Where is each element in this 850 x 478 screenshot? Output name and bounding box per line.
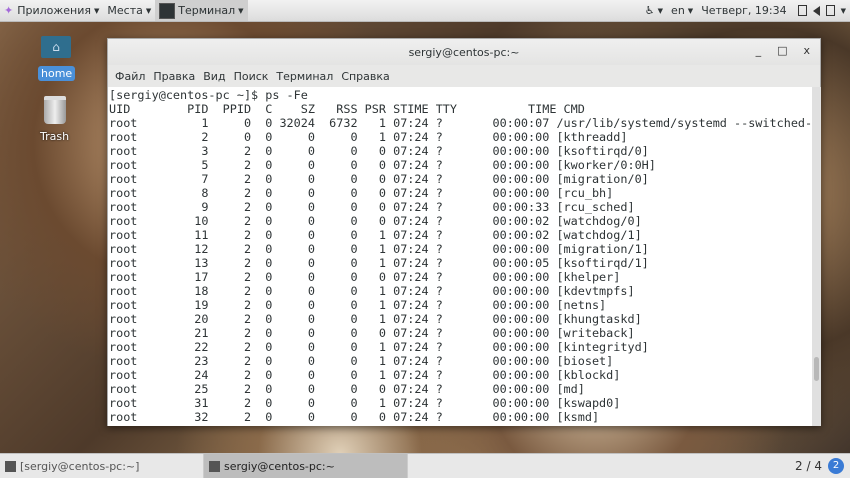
process-row: root 3 2 0 0 0 0 07:24 ? 00:00:00 [ksoft… [109,144,649,158]
volume-icon [812,5,820,16]
trash-label[interactable]: Trash [40,130,70,143]
accessibility-icon: ♿ [644,4,655,17]
process-row: root 32 2 0 0 0 0 07:24 ? 00:00:00 [ksmd… [109,410,600,424]
process-row: root 24 2 0 0 0 1 07:24 ? 00:00:00 [kblo… [109,368,621,382]
terminal-icon [159,2,176,19]
screen-icon [797,5,807,16]
places-menu[interactable]: Места ▼ [107,4,152,17]
top-panel: ✦ Приложения ▼ Места ▼ Терминал ▼ ♿ ▼ en ▼ Чет… [0,0,850,22]
maximize-button[interactable]: □ [777,44,788,57]
process-row: root 19 2 0 0 0 1 07:24 ? 00:00:00 [netn… [109,298,607,312]
chevron-down-icon: ▼ [94,6,100,15]
process-row: root 12 2 0 0 0 1 07:24 ? 00:00:00 [migr… [109,242,649,256]
process-row: root 25 2 0 0 0 0 07:24 ? 00:00:00 [md] [109,382,585,396]
chevron-down-icon: ▼ [145,6,152,15]
chevron-down-icon: ▼ [657,6,664,15]
terminal-prompt: [sergiy@centos-pc ~]$ ps -Fe [109,88,308,102]
apps-icon: ✦ [4,4,14,17]
applications-menu[interactable]: ✦ Приложения ▼ [4,4,100,17]
process-row: root 31 2 0 0 0 1 07:24 ? 00:00:00 [kswa… [109,396,621,410]
menu-search[interactable]: Поиск [233,69,269,83]
process-row: root 20 2 0 0 0 1 07:24 ? 00:00:00 [khun… [109,312,642,326]
terminal-output[interactable]: [sergiy@centos-pc ~]$ ps -Fe UID PID PPI… [108,87,812,426]
terminal-icon [5,460,16,472]
taskbar: [sergiy@centos-pc:~] sergiy@centos-pc:~ … [0,453,850,478]
close-button[interactable]: x [803,44,810,57]
menu-bar: Файл Правка Вид Поиск Терминал Справка [108,65,820,87]
menu-edit[interactable]: Правка [153,69,196,83]
terminal-window: sergiy@centos-pc:~ _ □ x Файл Правка Вид… [107,38,821,426]
menu-view[interactable]: Вид [203,69,226,83]
title-bar[interactable]: sergiy@centos-pc:~ _ □ x [108,39,820,65]
process-row: root 2 0 0 0 0 1 07:24 ? 00:00:00 [kthre… [109,130,628,144]
process-row: root 17 2 0 0 0 0 07:24 ? 00:00:00 [khel… [109,270,621,284]
process-row: root 9 2 0 0 0 0 07:24 ? 00:00:33 [rcu_s… [109,200,635,214]
system-menu[interactable]: ▼ [791,0,850,21]
terminal-text: [sergiy@centos-pc ~]$ ps -Fe UID PID PPI… [108,87,812,424]
ps-header: UID PID PPID C SZ RSS PSR STIME TTY TIME… [109,102,585,116]
task-terminal-2[interactable]: sergiy@centos-pc:~ [204,454,408,478]
accessibility-menu[interactable]: ♿ ▼ [641,0,667,21]
chevron-down-icon: ▼ [687,6,694,15]
chevron-down-icon: ▼ [840,6,846,15]
process-row: root 7 2 0 0 0 0 07:24 ? 00:00:00 [migra… [109,172,649,186]
task-terminal-1[interactable]: [sergiy@centos-pc:~] [0,454,204,478]
process-row: root 10 2 0 0 0 0 07:24 ? 00:00:02 [watc… [109,214,642,228]
minimize-button[interactable]: _ [755,44,762,57]
language-menu[interactable]: en ▼ [671,4,694,17]
menu-terminal[interactable]: Терминал [276,69,334,83]
process-row: root 5 2 0 0 0 0 07:24 ? 00:00:00 [kwork… [109,158,656,172]
home-folder-icon[interactable]: ⌂ [41,36,71,58]
process-row: root 11 2 0 0 0 1 07:24 ? 00:00:02 [watc… [109,228,642,242]
trash-icon[interactable] [44,96,66,124]
menu-help[interactable]: Справка [341,69,390,83]
process-row: root 1 0 0 32024 6732 1 07:24 ? 00:00:07… [109,116,812,130]
menu-file[interactable]: Файл [115,69,146,83]
process-row: root 13 2 0 0 0 1 07:24 ? 00:00:05 [ksof… [109,256,649,270]
active-app-menu[interactable]: Терминал ▼ [155,0,248,21]
home-label[interactable]: home [38,66,76,81]
scrollbar-thumb[interactable] [814,357,819,381]
clock[interactable]: Четверг, 19:34 [701,4,787,17]
workspace-badge: 2 [828,458,844,474]
process-row: root 23 2 0 0 0 1 07:24 ? 00:00:00 [bios… [109,354,614,368]
terminal-icon [209,460,220,472]
process-row: root 22 2 0 0 0 1 07:24 ? 00:00:00 [kint… [109,340,649,354]
chevron-down-icon: ▼ [238,6,244,15]
process-row: root 8 2 0 0 0 0 07:24 ? 00:00:00 [rcu_b… [109,186,614,200]
battery-icon [825,5,835,16]
process-row: root 18 2 0 0 0 1 07:24 ? 00:00:00 [kdev… [109,284,635,298]
process-row: root 21 2 0 0 0 0 07:24 ? 00:00:00 [writ… [109,326,635,340]
scrollbar[interactable] [812,87,821,426]
window-title: sergiy@centos-pc:~ [408,45,520,59]
